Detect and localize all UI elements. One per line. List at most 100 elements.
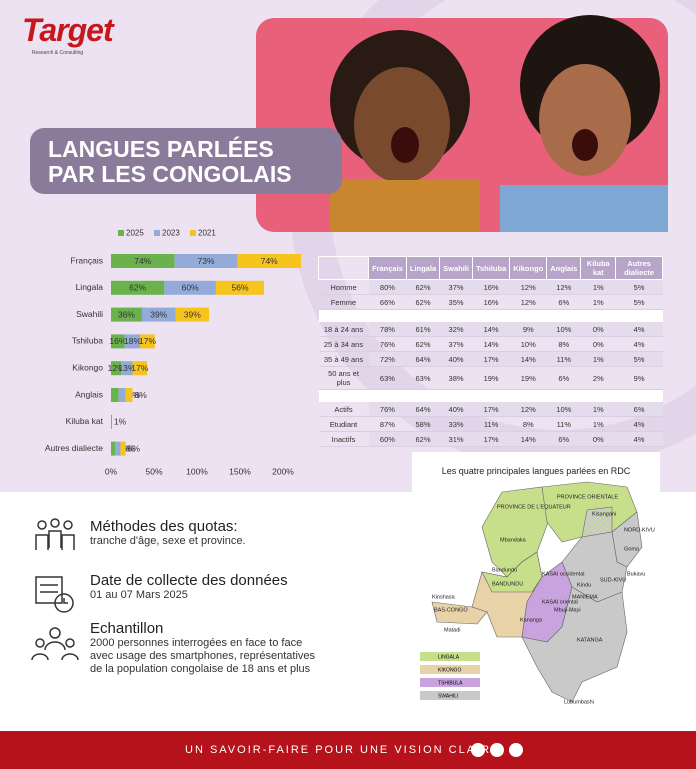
legend-swatch: [154, 230, 160, 236]
row-label: 35 à 49 ans: [318, 351, 369, 367]
data-label: 13%: [118, 363, 135, 373]
y-tick-label: Kiluba kat: [66, 416, 104, 426]
title-box: LANGUES PARLÉES PAR LES CONGOLAIS: [30, 128, 342, 194]
table-row: 35 à 49 ans 72% 64% 40% 17% 14% 11% 1% 5%: [318, 351, 663, 367]
map-label: Kananga: [520, 617, 543, 623]
legend-swatch: [420, 691, 480, 700]
table-cell: 1%: [580, 351, 616, 367]
row-label: 18 à 24 ans: [318, 322, 369, 337]
bar-segment: [111, 361, 122, 376]
social-icons: [471, 743, 523, 757]
y-tick-label: Kikongo: [72, 362, 103, 372]
bar-segment: [111, 441, 116, 456]
header-row: Français Lingala Swahili Tshiluba Kikongo Ang…: [318, 256, 663, 280]
bar-segment: [111, 307, 142, 322]
column-header: Français: [368, 256, 407, 280]
map-label: Mbuji-Mayi: [554, 607, 581, 613]
table-cell: 6%: [615, 402, 663, 417]
row-label: Inactifs: [318, 431, 369, 447]
data-label: 18%: [124, 336, 141, 346]
tagline: UN SAVOIR-FAIRE POUR UNE VISION CLAIRE: [185, 744, 501, 756]
map-label: KASAI occidental: [542, 571, 585, 577]
map-label: Kinshasa: [432, 594, 456, 600]
table-row: 18 à 24 ans 78% 61% 32% 14% 9% 10% 0% 4%: [318, 322, 663, 337]
table-cell: 10%: [509, 336, 547, 352]
data-label: 17%: [131, 363, 148, 373]
table-cell: 2%: [580, 366, 616, 390]
bar-segment: [121, 361, 133, 376]
title-line: PAR LES CONGOLAIS: [48, 161, 292, 187]
data-label: 1%: [114, 417, 127, 427]
map-label: KATANGA: [577, 637, 603, 643]
table-cell: 58%: [406, 416, 440, 432]
table-cell: 37%: [439, 336, 473, 352]
bar-segment: [237, 254, 302, 268]
info-title: Date de collecte des données: [90, 572, 288, 589]
table-cell: 5%: [615, 294, 663, 310]
map-legend: KIKONGO: [438, 667, 461, 673]
map-label: Goma: [624, 546, 640, 552]
separator-row: [318, 389, 663, 402]
row-label: 25 à 34 ans: [318, 336, 369, 352]
map-label: Kisangani: [592, 511, 616, 517]
chart: 2025 2023 2021 0% 50% 100% 150% 200% Français 74%…: [45, 229, 302, 476]
table-cell: 63%: [406, 366, 440, 390]
table-cell: 14%: [472, 336, 510, 352]
corner-cell: [318, 256, 369, 280]
map-label: KASAI oriental: [542, 599, 578, 605]
bar-segment: [215, 280, 265, 295]
info-icons: [31, 518, 79, 661]
map: PROVINCE DE L'EQUATEUR Mbandaka PROVINCE…: [420, 481, 655, 705]
table-cell: 61%: [406, 322, 440, 337]
table-cell: 14%: [509, 431, 547, 447]
table-cell: 19%: [509, 366, 547, 390]
table-cell: 11%: [472, 416, 510, 432]
table-cell: 1%: [580, 294, 616, 310]
table-cell: 14%: [509, 351, 547, 367]
table-cell: 12%: [509, 279, 547, 295]
logo: Target: [22, 12, 114, 48]
table-row: Homme 80% 62% 37% 16% 12% 12% 1% 5%: [318, 279, 663, 295]
info-text: tranche d'âge, sexe et province.: [90, 535, 246, 547]
y-tick-label: Autres dialiecte: [45, 443, 103, 453]
data-label: 39%: [150, 309, 167, 319]
table-cell: 1%: [580, 402, 616, 417]
bar-segment: [174, 254, 238, 268]
map-label: PROVINCE DE L'EQUATEUR: [497, 504, 571, 510]
info-title: Méthodes des quotas:: [90, 518, 238, 535]
table-row: Etudiant 87% 58% 33% 11% 8% 11% 1% 4%: [318, 416, 663, 432]
x-tick-label: 150%: [229, 466, 251, 476]
column-header: Kiluba kat: [580, 256, 617, 280]
table-cell: 38%: [439, 366, 473, 390]
map-label: PROVINCE ORIENTALE: [557, 494, 618, 500]
table-cell: 9%: [509, 322, 547, 337]
table-cell: 11%: [546, 351, 581, 367]
data-label: 36%: [118, 309, 135, 319]
column-header: Anglais: [546, 256, 582, 280]
data-label: 56%: [231, 283, 248, 293]
data-label: 6%: [122, 443, 135, 453]
table-cell: 14%: [472, 322, 510, 337]
bar-segment: [125, 388, 133, 402]
table-row: 25 à 34 ans 76% 62% 37% 14% 10% 8% 0% 4%: [318, 336, 663, 352]
table-cell: 62%: [406, 431, 440, 447]
table-cell: 19%: [472, 366, 510, 390]
table-cell: 5%: [615, 279, 663, 295]
column-header: Lingala: [405, 256, 441, 280]
table-cell: 4%: [615, 416, 663, 432]
table-cell: 78%: [368, 322, 407, 337]
info-text: 2000 personnes interrogées en face to fa…: [90, 637, 316, 675]
map-label: Matadi: [444, 627, 461, 633]
table-cell: 0%: [580, 322, 616, 337]
legend-swatch: [420, 652, 480, 661]
bar-segment: [111, 254, 175, 268]
map-label: SUD-KIVU: [600, 577, 626, 583]
table-cell: 40%: [439, 402, 473, 417]
table-row: Inactifs 60% 62% 31% 17% 14% 6% 0% 4%: [318, 431, 663, 447]
map-legend: SWAHILI: [438, 693, 458, 699]
title-line: LANGUES PARLÉES: [48, 136, 274, 162]
table-cell: 6%: [546, 294, 581, 310]
x-tick-label: 100%: [186, 466, 208, 476]
row-label: Homme: [318, 279, 369, 295]
info-title: Echantillon: [90, 620, 164, 637]
